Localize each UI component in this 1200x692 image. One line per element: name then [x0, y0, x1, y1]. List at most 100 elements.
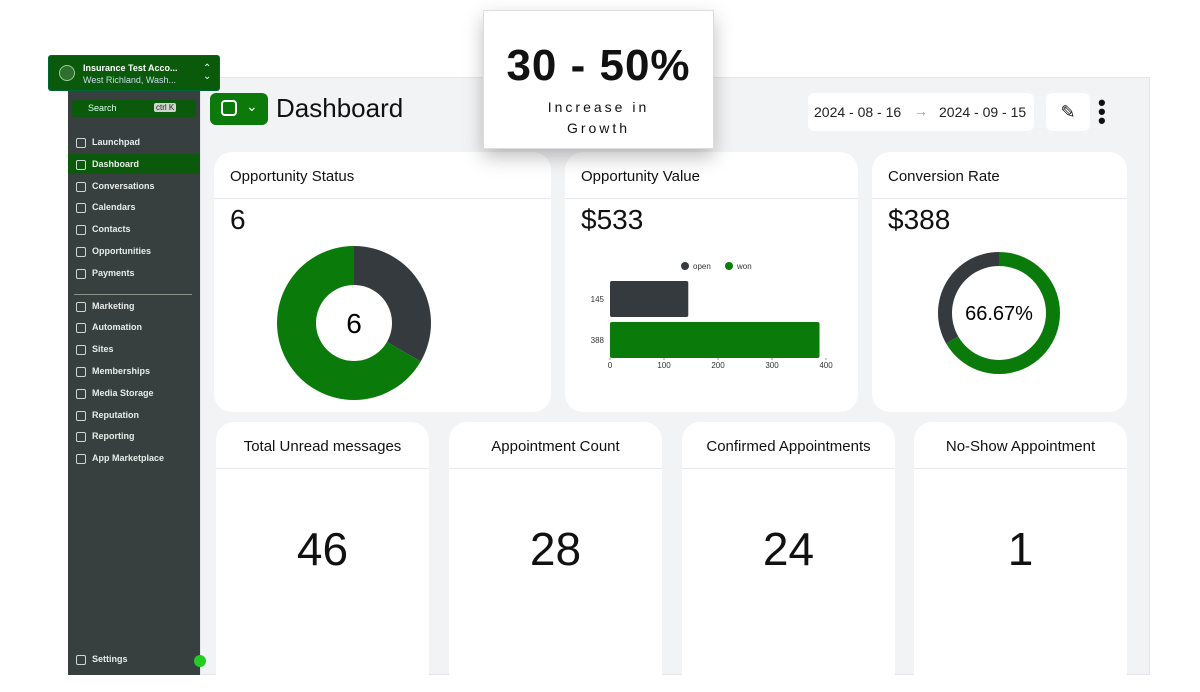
nav-label: Contacts — [92, 224, 131, 235]
nav-label: Media Storage — [92, 387, 154, 398]
divider — [682, 468, 895, 469]
card-title: Opportunity Value — [581, 168, 700, 185]
card-title: Opportunity Status — [230, 168, 355, 185]
counter-value: 28 — [529, 523, 582, 575]
nav-item[interactable]: App Marketplace — [68, 448, 200, 468]
legend-swatch — [681, 262, 689, 270]
donut-segment — [354, 246, 431, 362]
divider — [214, 198, 551, 199]
icon — [76, 345, 86, 356]
legend-label: open — [693, 262, 711, 271]
icon — [76, 323, 86, 334]
nav-item[interactable]: Conversations — [68, 176, 200, 196]
nav-item[interactable]: Memberships — [68, 361, 200, 381]
nav-label: Calendars — [92, 202, 136, 213]
divider — [872, 198, 1127, 199]
legend-swatch — [725, 262, 733, 270]
nav-label: Reputation — [92, 409, 139, 420]
card-value: 6 — [230, 204, 246, 235]
date-end: 2024 - 09 - 15 — [939, 104, 1027, 120]
settings-link[interactable]: Settings — [68, 649, 200, 669]
nav-item[interactable]: Media Storage — [68, 383, 200, 403]
nav-item[interactable]: Opportunities — [68, 241, 200, 261]
icon — [76, 432, 86, 443]
nav-label: Dashboard — [92, 158, 140, 169]
sidebar: Search ctrl K Launchpad Dashboard Conversa… — [68, 90, 206, 675]
body: Search ctrl K Launchpad Dashboard Conversa… — [48, 10, 1150, 675]
nav-label: Opportunities — [92, 246, 151, 256]
nav-label: App Marketplace — [92, 453, 165, 464]
more-button[interactable]: • • • — [1098, 90, 1106, 133]
avatar — [59, 65, 75, 81]
icon — [76, 203, 86, 214]
nav-label: Marketing — [92, 300, 135, 311]
account-location: West Richland, Wash... — [83, 75, 177, 85]
layout-button[interactable]: ⌄ — [210, 93, 268, 125]
divider — [449, 468, 662, 469]
page-title: Dashboard — [276, 93, 404, 123]
icon — [76, 159, 86, 170]
promo-headline: 30 - 50% — [506, 41, 691, 90]
nav-item[interactable]: Sites — [68, 339, 200, 359]
counter-value: 24 — [762, 523, 815, 575]
account-switcher[interactable]: Insurance Test Acco... West Richland, Wa… — [48, 55, 220, 91]
nav-item[interactable]: Launchpad — [68, 132, 200, 152]
search-box[interactable]: Search ctrl K — [72, 100, 196, 117]
card-value: $533 — [581, 204, 644, 235]
nav-label: Launchpad — [92, 137, 141, 147]
search-shortcut: ctrl K — [154, 103, 177, 112]
date-start: 2024 - 08 - 16 — [814, 104, 902, 120]
promo-card: 30 - 50% Increase in Growth — [483, 10, 714, 149]
settings-label: Settings — [92, 654, 128, 664]
counter-value: 1 — [1007, 523, 1034, 575]
counter-card: Appointment Count 28 — [449, 422, 662, 692]
divider — [216, 468, 429, 469]
x-tick-label: 300 — [765, 361, 779, 370]
card-title: Total Unread messages — [243, 438, 402, 455]
counter-card: No-Show Appointment 1 — [914, 422, 1127, 692]
nav-label: Memberships — [92, 366, 151, 376]
nav-label: Conversations — [92, 180, 155, 191]
x-tick-label: 100 — [657, 361, 671, 370]
chevrons: ⌃ ⌄ — [203, 63, 212, 82]
account-name: Insurance Test Acco... — [83, 63, 178, 73]
card-value: $388 — [888, 204, 951, 235]
nav-label: Reporting — [92, 431, 135, 442]
x-tick-label: 200 — [711, 361, 725, 370]
date-range[interactable]: 2024 - 08 - 16 → 2024 - 09 - 15 — [808, 93, 1034, 131]
nav-item[interactable]: Payments — [68, 263, 200, 283]
icon — [76, 367, 86, 377]
nav-item[interactable]: Calendars — [68, 197, 200, 217]
edit-button[interactable]: ✎ — [1046, 93, 1090, 131]
divider — [74, 294, 192, 295]
nav-item[interactable]: Dashboard — [68, 153, 200, 174]
opportunity-value-card: Opportunity Value $533 — [565, 152, 858, 412]
chevron: ⌄ — [246, 98, 258, 114]
card-title: Appointment Count — [491, 438, 620, 455]
icon — [76, 181, 86, 192]
counter-card: Total Unread messages 46 — [216, 422, 429, 692]
collapse-button[interactable] — [194, 655, 206, 667]
icon — [76, 247, 86, 257]
nav-item[interactable]: Reputation — [68, 405, 200, 425]
donut-segment — [277, 246, 421, 400]
nav-item[interactable]: Automation — [68, 317, 200, 337]
nav-item[interactable]: Marketing — [68, 296, 200, 316]
charts: 6 0 100 200 300 400 145 open 388 won 66.67% — [277, 246, 1060, 400]
icon — [76, 268, 86, 279]
x-tick-label: 400 — [819, 361, 833, 370]
nav-label: Sites — [92, 344, 114, 355]
card-title: No-Show Appointment — [945, 438, 1096, 455]
nav-label: Automation — [92, 322, 142, 333]
icon — [221, 100, 237, 116]
nav-item[interactable]: Reporting — [68, 426, 200, 446]
icon — [76, 655, 86, 665]
counter-card: Confirmed Appointments 24 — [682, 422, 895, 692]
promo-caption: Increase in Growth — [547, 99, 650, 136]
donut-center-label: 66.67% — [965, 303, 1033, 325]
search-label: Search — [88, 103, 117, 113]
icon — [76, 454, 86, 465]
bar — [610, 322, 820, 358]
y-tick-label: 388 — [591, 336, 605, 345]
nav-item[interactable]: Contacts — [68, 219, 200, 239]
